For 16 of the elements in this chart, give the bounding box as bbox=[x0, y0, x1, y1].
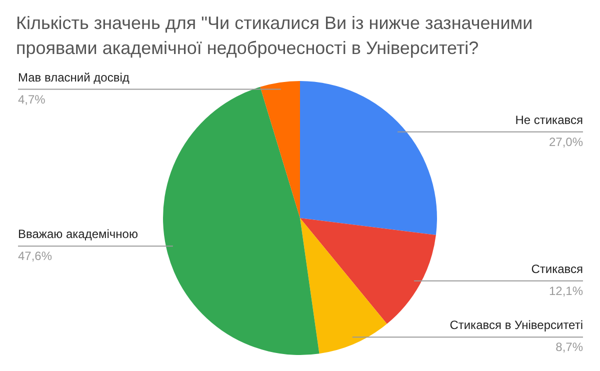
pie-slice bbox=[300, 81, 437, 235]
data-label: 47,6% bbox=[18, 249, 52, 264]
slice-label: Стикався bbox=[531, 262, 583, 276]
pie-slice bbox=[163, 86, 320, 355]
data-label: 8,7% bbox=[556, 340, 584, 354]
slice-label: Мав власний досвід bbox=[18, 70, 130, 84]
data-label: 12,1% bbox=[548, 284, 584, 298]
pie-slice bbox=[260, 81, 300, 218]
slice-label: Стикався в Університеті bbox=[450, 318, 583, 332]
pie-slice bbox=[300, 218, 436, 324]
pie-slice bbox=[300, 218, 387, 354]
data-label: 4,7% bbox=[18, 92, 46, 106]
data-label: 27,0% bbox=[548, 134, 584, 149]
slice-label: Вважаю академічною bbox=[18, 227, 138, 242]
chart-title: Кількість значень для "Чи стикалися Ви із нижче зазначеними проявами академічної недоброчесності в Університеті? bbox=[16, 13, 533, 58]
slice-label: Не стикався bbox=[515, 112, 583, 127]
